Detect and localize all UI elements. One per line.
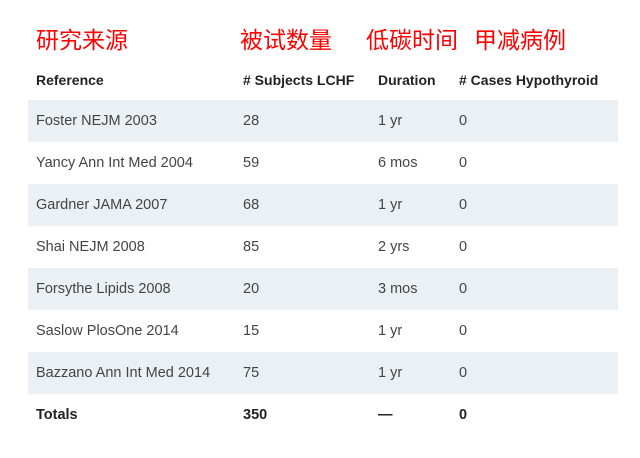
cell-reference: Yancy Ann Int Med 2004 bbox=[28, 142, 235, 184]
cell-subjects: 15 bbox=[235, 310, 370, 352]
cell-cases: 0 bbox=[451, 184, 618, 226]
header-subjects: # Subjects LCHF bbox=[243, 72, 355, 88]
annotation-subjects: 被试数量 bbox=[240, 28, 332, 54]
cell-cases: 0 bbox=[451, 352, 618, 394]
table-row: Gardner JAMA 2007 68 1 yr 0 bbox=[28, 184, 618, 226]
table-row: Shai NEJM 2008 85 2 yrs 0 bbox=[28, 226, 618, 268]
header-cases: # Cases Hypothyroid bbox=[459, 72, 599, 88]
cell-duration: 2 yrs bbox=[370, 226, 451, 268]
cell-cases: 0 bbox=[451, 268, 618, 310]
cell-duration: 1 yr bbox=[370, 352, 451, 394]
cell-duration: 1 yr bbox=[370, 184, 451, 226]
header-duration: Duration bbox=[378, 72, 436, 88]
cell-reference: Saslow PlosOne 2014 bbox=[28, 310, 235, 352]
totals-label: Totals bbox=[28, 394, 235, 436]
studies-table: Reference # Subjects LCHF Duration # Cas… bbox=[28, 60, 618, 436]
cell-cases: 0 bbox=[451, 100, 618, 142]
cell-duration: 6 mos bbox=[370, 142, 451, 184]
cell-reference: Foster NEJM 2003 bbox=[28, 100, 235, 142]
cell-subjects: 28 bbox=[235, 100, 370, 142]
cell-cases: 0 bbox=[451, 226, 618, 268]
cell-subjects: 85 bbox=[235, 226, 370, 268]
table-row: Yancy Ann Int Med 2004 59 6 mos 0 bbox=[28, 142, 618, 184]
cell-duration: 3 mos bbox=[370, 268, 451, 310]
cell-subjects: 20 bbox=[235, 268, 370, 310]
cell-subjects: 59 bbox=[235, 142, 370, 184]
chinese-annotations: 研究来源 被试数量 低碳时间 甲减病例 bbox=[0, 0, 640, 60]
cell-duration: 1 yr bbox=[370, 310, 451, 352]
header-reference: Reference bbox=[36, 72, 104, 88]
table-header-row: Reference # Subjects LCHF Duration # Cas… bbox=[28, 60, 618, 100]
cell-cases: 0 bbox=[451, 142, 618, 184]
totals-row: Totals 350 — 0 bbox=[28, 394, 618, 436]
cell-reference: Shai NEJM 2008 bbox=[28, 226, 235, 268]
cell-reference: Gardner JAMA 2007 bbox=[28, 184, 235, 226]
cell-cases: 0 bbox=[451, 310, 618, 352]
annotation-duration: 低碳时间 bbox=[366, 28, 458, 54]
totals-duration: — bbox=[370, 394, 451, 436]
annotation-cases: 甲减病例 bbox=[474, 28, 566, 54]
table-row: Saslow PlosOne 2014 15 1 yr 0 bbox=[28, 310, 618, 352]
table-row: Bazzano Ann Int Med 2014 75 1 yr 0 bbox=[28, 352, 618, 394]
cell-duration: 1 yr bbox=[370, 100, 451, 142]
totals-cases: 0 bbox=[451, 394, 618, 436]
table-row: Foster NEJM 2003 28 1 yr 0 bbox=[28, 100, 618, 142]
cell-reference: Bazzano Ann Int Med 2014 bbox=[28, 352, 235, 394]
totals-subjects: 350 bbox=[235, 394, 370, 436]
table-row: Forsythe Lipids 2008 20 3 mos 0 bbox=[28, 268, 618, 310]
annotation-source: 研究来源 bbox=[36, 28, 128, 54]
cell-subjects: 68 bbox=[235, 184, 370, 226]
cell-subjects: 75 bbox=[235, 352, 370, 394]
cell-reference: Forsythe Lipids 2008 bbox=[28, 268, 235, 310]
